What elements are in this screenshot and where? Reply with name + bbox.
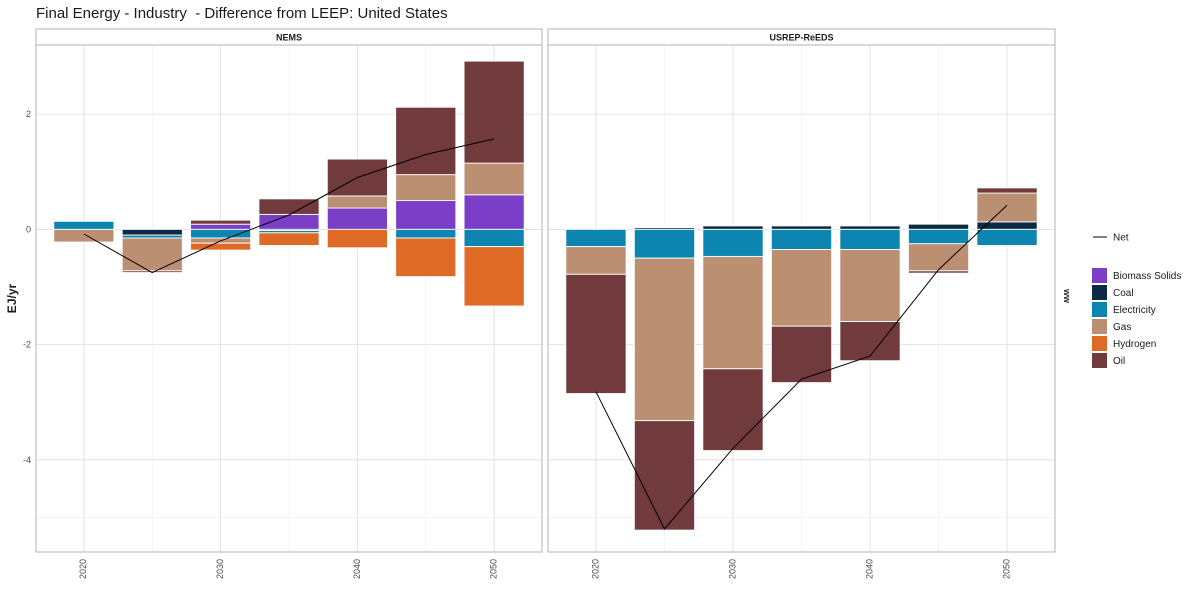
bar-oil-2020 xyxy=(565,273,627,395)
legend-swatch-oil xyxy=(1092,353,1107,368)
legend-swatch-biomass-solids xyxy=(1092,268,1107,283)
bar-coal-2035 xyxy=(770,225,833,230)
legend-label-hydrogen: Hydrogen xyxy=(1113,339,1156,350)
bar-electricity-2030 xyxy=(702,228,764,257)
legend-swatch-coal xyxy=(1092,285,1107,300)
bar-coal-2025 xyxy=(121,228,183,236)
bar-electricity-2020 xyxy=(565,228,627,248)
x-tick-label: 2040 xyxy=(864,559,874,579)
bar-gas-2020 xyxy=(565,246,627,275)
legend-swatch-hydrogen xyxy=(1092,336,1107,351)
y-tick-label: -2 xyxy=(23,340,31,350)
bar-biomass-solids-2050 xyxy=(463,194,525,230)
bar-hydrogen-2030 xyxy=(190,242,252,251)
bar-gas-2050 xyxy=(976,192,1038,223)
bar-gas-2040 xyxy=(839,249,901,322)
bar-electricity-2025 xyxy=(633,228,696,259)
bar-biomass-solids-2030 xyxy=(190,223,252,230)
bar-coal-2045 xyxy=(907,223,970,230)
x-tick-label: 2020 xyxy=(590,559,600,579)
x-tick-label: 2050 xyxy=(1001,559,1011,579)
y-tick-label: 0 xyxy=(26,224,31,234)
bar-oil-2035 xyxy=(258,198,320,215)
y-tick-label: 2 xyxy=(26,109,31,119)
bar-biomass-solids-2045 xyxy=(395,200,457,230)
panel-label: NEMS xyxy=(276,33,302,43)
x-tick-label: 2040 xyxy=(352,559,362,579)
bar-electricity-2050 xyxy=(976,228,1038,246)
bar-gas-2035 xyxy=(770,249,833,327)
panel-border xyxy=(35,44,543,553)
bar-coal-2040 xyxy=(839,225,901,230)
bar-oil-2045 xyxy=(395,106,457,176)
bar-electricity-2045 xyxy=(907,228,970,245)
x-tick-label: 2050 xyxy=(489,559,499,579)
legend-label-coal: Coal xyxy=(1113,288,1134,299)
bar-gas-2045 xyxy=(395,174,457,202)
y-axis-title: EJ/yr xyxy=(5,283,19,313)
bar-oil-2025 xyxy=(633,420,696,531)
legend-label-gas: Gas xyxy=(1113,322,1131,333)
bar-oil-2030 xyxy=(702,368,764,452)
chart-title: Final Energy - Industry - Difference fro… xyxy=(36,5,448,22)
bar-gas-2020 xyxy=(53,228,115,243)
bar-hydrogen-2045 xyxy=(395,237,457,278)
legend-label-oil: Oil xyxy=(1113,356,1125,367)
panel-label: USREP-ReEDS xyxy=(769,33,833,43)
panel-border xyxy=(547,44,1056,553)
bar-gas-2025 xyxy=(121,237,183,272)
bar-electricity-2030 xyxy=(190,228,252,239)
bar-electricity-2040 xyxy=(839,228,901,250)
bar-electricity-2045 xyxy=(395,228,457,239)
bar-oil-2040 xyxy=(839,321,901,362)
legend-label-electricity: Electricity xyxy=(1113,305,1156,316)
bar-biomass-solids-2035 xyxy=(258,213,320,230)
bar-oil-2045 xyxy=(907,270,970,274)
bar-gas-2050 xyxy=(463,162,525,196)
bar-gas-2030 xyxy=(702,255,764,370)
panel-usrep-reeds: USREP-ReEDS 2020 2030 2040 2050 xyxy=(547,28,1056,579)
bar-gas-2040 xyxy=(326,195,388,209)
bar-oil-2030 xyxy=(190,219,252,225)
panel-nems: NEMS 2020 2030 2040 2050 xyxy=(35,28,543,579)
bar-hydrogen-2050 xyxy=(463,246,525,307)
x-tick-label: 2020 xyxy=(78,559,88,579)
bar-coal-2030 xyxy=(702,225,764,230)
bar-biomass-solids-2040 xyxy=(326,207,388,230)
y-tick-label: -4 xyxy=(23,455,31,465)
net-line xyxy=(83,138,495,274)
bar-electricity-2035 xyxy=(770,228,833,250)
bar-electricity-2050 xyxy=(463,228,525,248)
bar-hydrogen-2040 xyxy=(326,228,388,249)
bar-gas-2045 xyxy=(907,243,970,272)
legend: Net Biomass Solids Coal Electricity Gas Hydro… xyxy=(1062,233,1181,368)
legend-swatch-electricity xyxy=(1092,302,1107,317)
legend-label-biomass-solids: Biomass Solids xyxy=(1113,271,1181,282)
bar-oil-2035 xyxy=(770,325,833,384)
bar-oil-2050 xyxy=(463,60,525,164)
bar-hydrogen-2035 xyxy=(258,232,320,246)
legend-label-net: Net xyxy=(1113,233,1129,244)
bar-oil-2050 xyxy=(976,187,1038,194)
x-tick-label: 2030 xyxy=(215,559,225,579)
net-line xyxy=(595,204,1008,530)
legend-swatch-gas xyxy=(1092,319,1107,334)
bar-electricity-2020 xyxy=(53,220,115,230)
x-tick-label: 2030 xyxy=(727,559,737,579)
bar-gas-2025 xyxy=(633,257,696,422)
legend-strip-label: ww xyxy=(1062,288,1072,304)
